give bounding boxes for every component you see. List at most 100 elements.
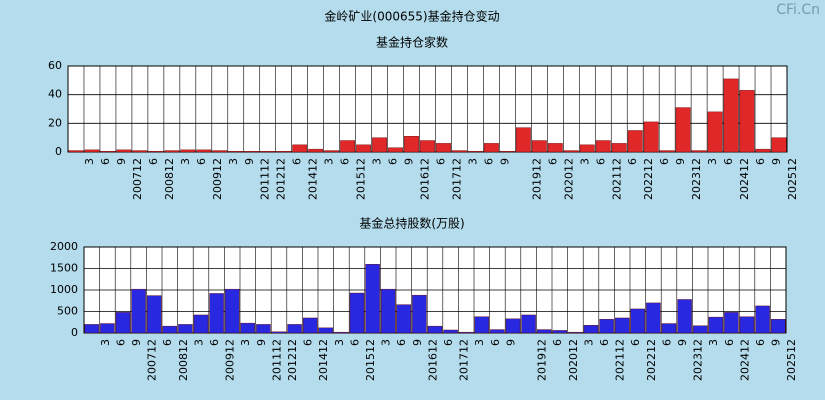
- x-tick-label: 9: [411, 339, 424, 346]
- x-tick-label: 6: [489, 339, 502, 346]
- bar: [349, 292, 365, 334]
- bar: [287, 324, 302, 334]
- x-tick-label: 6: [626, 158, 639, 165]
- x-tick-label: 3: [707, 339, 720, 346]
- y-tick-label: 20: [48, 116, 62, 129]
- x-tick-label: 202312: [690, 158, 703, 200]
- x-tick-label: 202212: [645, 339, 658, 381]
- bar: [443, 329, 458, 334]
- x-tick-label: 6: [551, 339, 564, 346]
- bar: [212, 150, 228, 153]
- bar: [404, 136, 419, 153]
- bar: [691, 150, 707, 153]
- x-tick-label: 202112: [610, 158, 623, 200]
- bar: [196, 149, 212, 153]
- x-tick-label: 9: [498, 158, 511, 165]
- bar: [708, 316, 724, 334]
- x-tick-label: 6: [291, 158, 304, 165]
- bar: [536, 329, 552, 334]
- x-tick-label: 9: [115, 158, 128, 165]
- x-tick-label: 3: [99, 339, 112, 346]
- x-tick-label: 202112: [614, 339, 627, 381]
- bar: [427, 325, 443, 334]
- bar: [68, 150, 84, 153]
- y-tick-label: 40: [48, 88, 62, 101]
- bar: [396, 304, 412, 334]
- x-tick-label: 201412: [307, 158, 320, 200]
- x-tick-label: 202512: [785, 339, 798, 381]
- x-tick-label: 3: [323, 158, 336, 165]
- x-tick-label: 9: [504, 339, 517, 346]
- x-tick-label: 200712: [146, 339, 159, 381]
- x-tick-label: 201412: [317, 339, 330, 381]
- bar: [771, 137, 787, 153]
- bar: [599, 319, 614, 334]
- bar: [228, 151, 244, 153]
- bar: [659, 150, 675, 153]
- x-tick-label: 201712: [450, 158, 463, 200]
- x-tick-label: 6: [387, 158, 400, 165]
- watermark: CFi.Cn: [776, 2, 820, 18]
- chart-subtitle: 基金总持股数(万股): [359, 216, 464, 231]
- bar: [568, 331, 583, 334]
- x-tick-label: 6: [208, 339, 221, 346]
- x-tick-label: 200812: [177, 339, 190, 381]
- x-tick-label: 3: [371, 158, 384, 165]
- x-tick-label: 201912: [530, 158, 543, 200]
- x-tick-label: 6: [754, 339, 767, 346]
- bar: [531, 140, 547, 153]
- x-tick-label: 3: [473, 339, 486, 346]
- bar: [474, 316, 490, 334]
- x-tick-label: 201512: [364, 339, 377, 381]
- y-tick-label: 2000: [50, 240, 78, 253]
- bar: [583, 325, 599, 334]
- x-tick-label: 6: [598, 339, 611, 346]
- bar: [692, 325, 708, 334]
- x-tick-label: 201712: [458, 339, 471, 381]
- bar: [84, 149, 100, 153]
- x-tick-label: 201612: [426, 339, 439, 381]
- x-tick-label: 201612: [419, 158, 432, 200]
- x-tick-label: 6: [442, 339, 455, 346]
- bar: [164, 150, 180, 153]
- bar: [755, 148, 771, 153]
- x-tick-label: 9: [403, 158, 416, 165]
- y-tick-label: 1000: [50, 283, 78, 296]
- bar: [755, 305, 770, 334]
- bar: [661, 323, 677, 334]
- x-tick-label: 6: [482, 158, 495, 165]
- plot-area: [67, 65, 788, 153]
- x-tick-label: 3: [192, 339, 205, 346]
- bar: [521, 314, 536, 334]
- bar: [739, 316, 755, 334]
- x-tick-label: 201112: [259, 158, 272, 200]
- bar: [724, 312, 739, 334]
- bar: [146, 295, 162, 334]
- bar: [372, 137, 387, 153]
- x-tick-label: 9: [770, 158, 783, 165]
- y-tick-label: 0: [71, 326, 78, 339]
- x-tick-label: 9: [130, 339, 143, 346]
- x-tick-label: 6: [395, 339, 408, 346]
- bar: [100, 323, 115, 334]
- bar: [365, 264, 380, 334]
- y-tick-label: 60: [48, 59, 62, 72]
- bar: [302, 317, 318, 334]
- x-tick-label: 6: [658, 158, 671, 165]
- bar: [132, 150, 148, 153]
- bar: [515, 127, 531, 153]
- bar: [356, 144, 371, 153]
- x-tick-label: 6: [754, 158, 767, 165]
- x-tick-label: 201112: [270, 339, 283, 381]
- bar: [505, 318, 521, 334]
- chart-subtitle: 基金持仓家数: [376, 35, 448, 50]
- x-tick-label: 3: [578, 158, 591, 165]
- bar: [547, 143, 563, 153]
- bar: [116, 149, 132, 153]
- x-tick-label: 6: [195, 158, 208, 165]
- bar: [260, 151, 276, 153]
- x-tick-label: 201212: [286, 339, 299, 381]
- bar: [412, 294, 427, 334]
- bar: [271, 331, 287, 334]
